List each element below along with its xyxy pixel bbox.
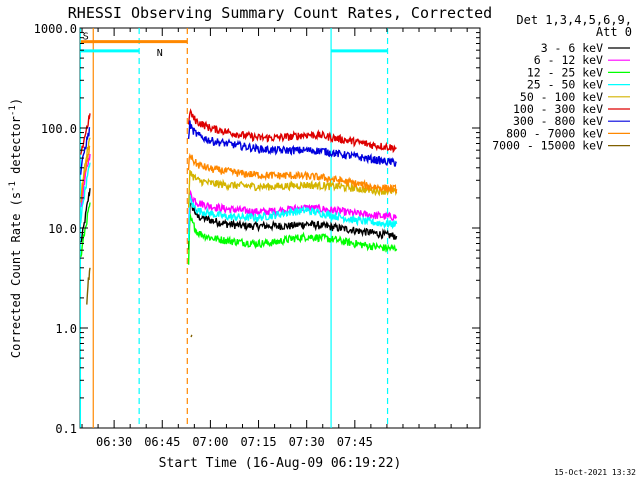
series-line-2-0 [80,202,91,258]
x-tick-label-0: 06:30 [96,435,132,449]
y-axis-label-sup1: -1 [8,181,18,192]
legend-label-0: 3 - 6 keV [541,41,603,55]
y-axis-label: Corrected Count Rate (s-1 detector-1) [8,98,23,358]
y-axis-label-sup2: -1 [8,105,18,116]
x-tick-label-5: 07:45 [337,435,373,449]
status-bar-label-0: S [83,32,89,43]
series-line-8-0 [86,267,91,305]
series-line-6-1 [187,120,398,167]
legend-label-2: 12 - 25 keV [527,65,603,79]
timestamp: 15-Oct-2021 13:32 [554,468,636,477]
series-line-3-1 [187,194,398,241]
data-series [80,108,398,338]
series-line-8-1 [190,334,193,338]
legend-label-8: 7000 - 15000 keV [492,139,603,153]
x-tick-label-1: 06:45 [144,435,180,449]
legend-label-4: 50 - 100 keV [520,90,603,104]
series-line-2-1 [187,213,398,265]
legend-label-1: 6 - 12 keV [534,53,603,67]
y-tick-label-3: 1.0 [55,322,77,336]
series-line-5-1 [187,108,397,154]
y-axis-label-mid: detector [9,116,23,181]
y-tick-label-1: 100.0 [41,122,77,136]
y-tick-label-2: 10.0 [48,222,77,236]
series-line-4-1 [187,170,398,208]
y-tick-label-0: 1000.0 [34,22,77,36]
legend-label-6: 300 - 800 keV [513,114,603,128]
x-axis-label: Start Time (16-Aug-09 06:19:22) [159,456,402,471]
y-axis-label-main: Corrected Count Rate (s [9,192,23,358]
status-bars: SN [80,32,388,59]
series-line-6-0 [80,126,91,175]
series-line-0-1 [187,202,398,250]
x-tick-label-2: 07:00 [192,435,228,449]
x-axis-ticks: 06:30 06:45 07:00 07:15 07:30 07:45 [81,28,468,449]
legend-header-line2: Att 0 [596,25,632,39]
legend-label-5: 100 - 300 keV [513,102,603,116]
series-line-3-0 [80,162,91,224]
legend-label-3: 25 - 50 keV [527,78,603,92]
series-line-7-0 [80,145,91,203]
legend-header-line1: Det 1,3,4,5,6,9, [516,13,632,27]
x-tick-label-4: 07:30 [289,435,325,449]
chart-title: RHESSI Observing Summary Count Rates, Co… [68,4,492,22]
y-axis-ticks: 1000.0 100.0 10.0 1.0 0.1 [34,22,480,436]
y-axis-label-end: ) [9,98,23,105]
series-line-1-0 [80,153,91,208]
series-line-1-1 [187,189,398,232]
series-line-7-1 [187,152,398,194]
legend-label-7: 800 - 7000 keV [506,126,603,140]
x-tick-label-3: 07:15 [240,435,276,449]
series-line-5-0 [80,113,91,155]
y-tick-label-4: 0.1 [55,422,77,436]
status-bar-label-2: N [157,48,163,59]
